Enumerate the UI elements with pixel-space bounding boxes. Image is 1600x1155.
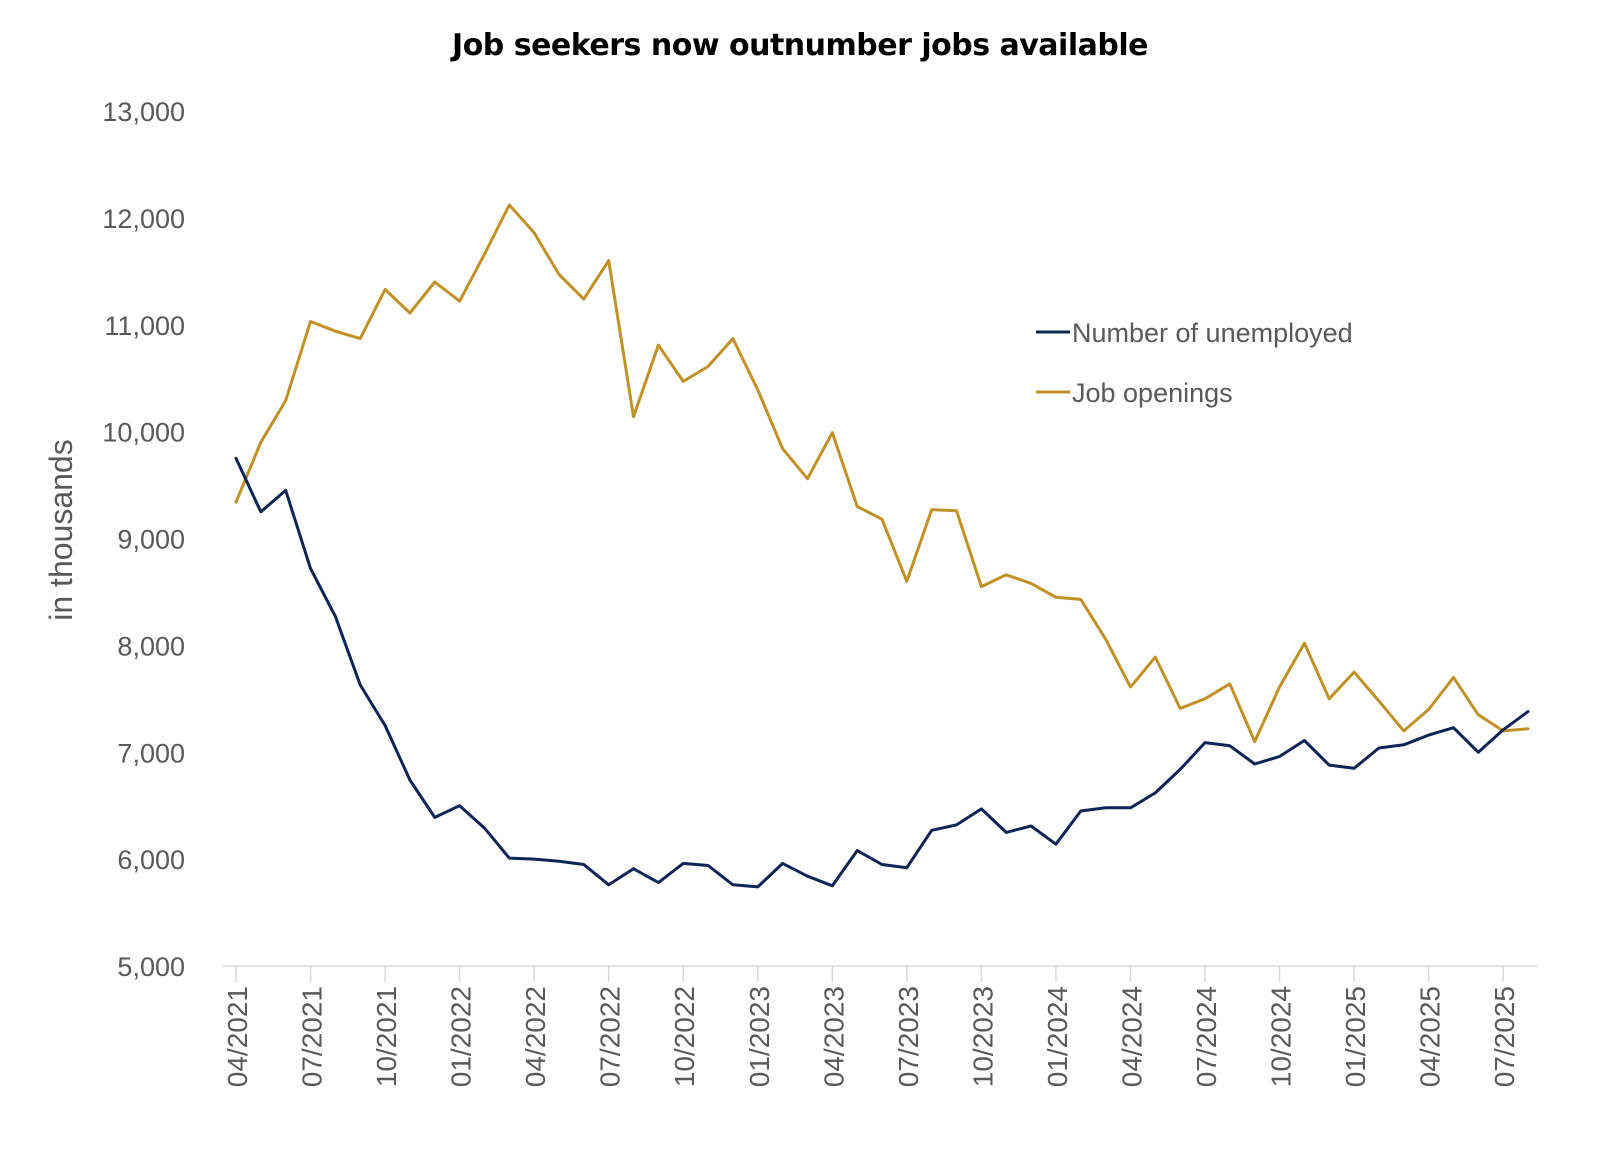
x-tick-label: 10/2023 (967, 986, 998, 1087)
y-axis-label: in thousands (43, 439, 79, 620)
x-tick-label: 07/2023 (893, 986, 924, 1087)
y-axis: 5,000 6,000 7,000 8,000 9,000 10,000 11,000 12,… (102, 97, 185, 982)
x-tick-label: 07/2021 (297, 986, 328, 1087)
x-tick-label: 07/2025 (1489, 986, 1520, 1087)
y-tick-label: 5,000 (117, 952, 185, 982)
x-tick-label: 04/2025 (1415, 986, 1446, 1087)
y-tick-label: 12,000 (102, 204, 185, 234)
y-tick-label: 6,000 (117, 845, 185, 875)
x-tick-label: 10/2022 (669, 986, 700, 1087)
series-line-job-openings (234, 203, 1530, 744)
legend-label-number-of-unemployed: Number of unemployed (1072, 318, 1353, 348)
x-tick-label: 04/2021 (222, 986, 253, 1087)
y-tick-label: 7,000 (117, 738, 185, 768)
legend-label-job-openings: Job openings (1072, 378, 1233, 408)
x-tick-label: 10/2024 (1266, 986, 1297, 1087)
y-tick-label: 10,000 (102, 418, 185, 448)
x-tick-label: 07/2022 (595, 986, 626, 1087)
x-tick-label: 10/2021 (371, 986, 402, 1087)
legend: Number of unemployed Job openings (1036, 318, 1353, 408)
series-group (234, 203, 1530, 889)
x-tick-label: 04/2022 (520, 986, 551, 1087)
y-tick-label: 11,000 (104, 311, 185, 341)
x-tick-label: 01/2022 (446, 986, 477, 1087)
y-tick-label: 8,000 (117, 631, 185, 661)
chart-title: Job seekers now outnumber jobs available (452, 28, 1148, 63)
x-tick-label: 01/2024 (1042, 986, 1073, 1087)
x-tick-label: 01/2023 (744, 986, 775, 1087)
y-tick-label: 9,000 (117, 525, 185, 555)
series-line-number-of-unemployed (234, 456, 1530, 889)
x-tick-label: 01/2025 (1340, 986, 1371, 1087)
y-tick-label: 13,000 (102, 97, 185, 127)
x-axis: 04/2021 07/2021 10/2021 01/2022 04/2022 07/20… (222, 966, 1520, 1087)
x-tick-label: 04/2023 (818, 986, 849, 1087)
x-tick-label: 04/2024 (1116, 986, 1147, 1087)
x-tick-label: 07/2024 (1191, 986, 1222, 1087)
